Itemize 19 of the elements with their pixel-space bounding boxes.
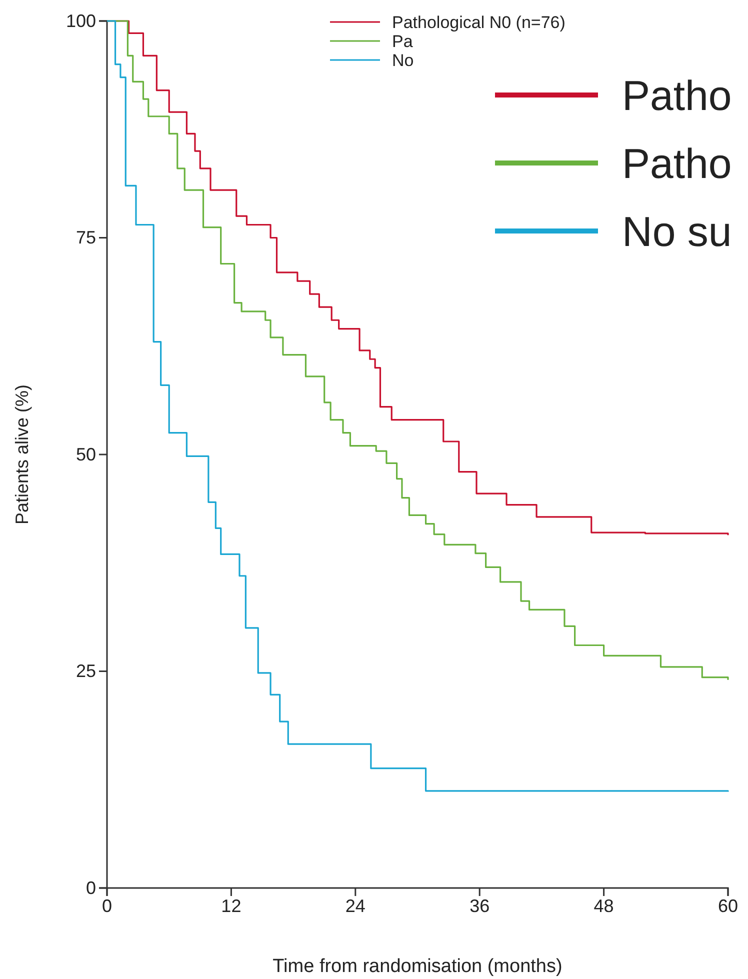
- x-tick-label: 24: [345, 896, 366, 916]
- y-tick-label: 0: [86, 878, 96, 898]
- legend-label: No: [392, 51, 414, 70]
- y-axis-title: Patients alive (%): [12, 384, 32, 525]
- y-tick-label: 25: [76, 661, 96, 682]
- x-tick-label: 0: [102, 896, 112, 916]
- legend-label: Pa: [392, 32, 414, 51]
- x-tick-label: 60: [718, 896, 738, 916]
- annotation: No su: [622, 208, 732, 255]
- x-axis-title: Time from randomisation (months): [272, 956, 562, 977]
- x-tick-label: 12: [221, 896, 242, 916]
- annotation: Patho: [622, 140, 732, 187]
- legend-label: Pathological N0 (n=76): [392, 13, 566, 32]
- y-tick-label: 50: [76, 444, 96, 464]
- annotation: Patho: [622, 72, 732, 119]
- y-tick-label: 100: [66, 10, 96, 31]
- x-tick-label: 36: [470, 896, 490, 916]
- x-tick-label: 48: [594, 896, 614, 916]
- y-tick-label: 75: [76, 228, 96, 248]
